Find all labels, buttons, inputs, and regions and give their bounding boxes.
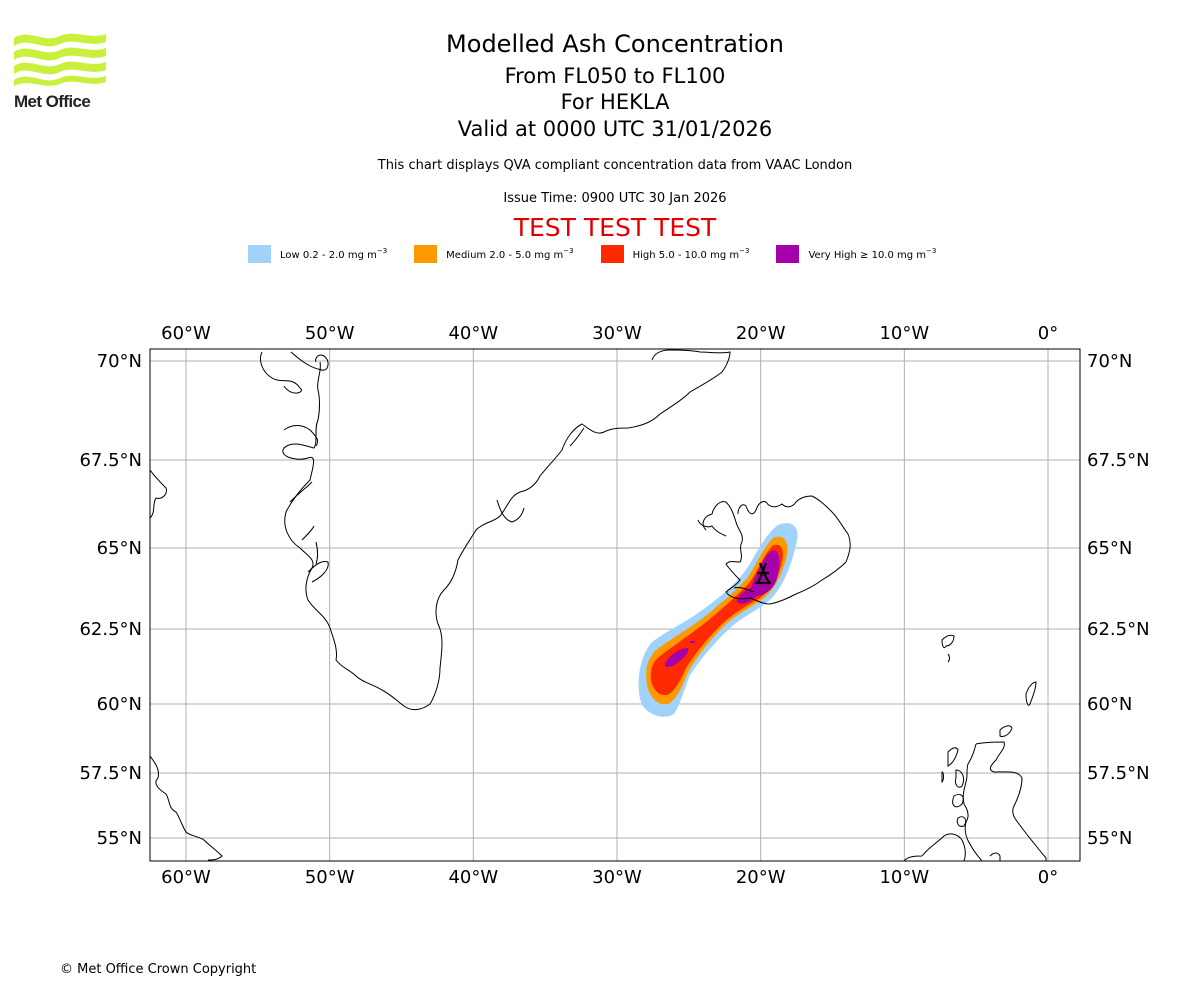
lat-tick-label: 55°N [97,828,142,849]
coastline-scotland [962,741,1047,861]
legend-label-low: Low 0.2 - 2.0 mg m−3 [280,247,388,261]
volcano-name: For HEKLA [560,90,670,114]
ash-high-region [650,544,783,696]
legend-label-very-high: Very High ≥ 10.0 mg m−3 [808,247,937,261]
lat-tick-label: 70°N [1087,351,1132,372]
map-frame [149,348,1081,862]
lat-tick-label: 65°N [1087,538,1132,559]
coastline-iceland-reykjanes [733,587,755,593]
lon-tick-label: 60°W [161,867,211,888]
lon-tick-label: 0° [1038,323,1058,344]
legend-label-high: High 5.0 - 10.0 mg m−3 [632,247,750,261]
lat-tick-label: 62.5°N [79,619,142,640]
lat-tick-label: 67.5°N [79,450,142,471]
coastline-greenland-fjord [307,561,329,583]
lon-tick-label: 50°W [305,867,355,888]
coastline-greenland [259,349,731,711]
coastline-greenland-fjord [289,481,313,503]
axis-tick-labels: 60°W 60°W 50°W 50°W 40°W 40°W 30°W 30°W 20°W 20°W… [79,323,1149,888]
lat-tick-label: 70°N [97,351,142,372]
test-banner: TEST TEST TEST [513,213,717,242]
coastline-orkney [999,725,1013,737]
legend-label-medium: Medium 2.0 - 5.0 mg m−3 [446,247,574,261]
lon-tick-label: 30°W [592,323,642,344]
coastline-iceland [702,495,851,605]
coastline-faroe-islands [941,634,955,663]
lat-tick-label: 60°N [1087,694,1132,715]
lat-tick-label: 62.5°N [1087,619,1150,640]
chart-title: Modelled Ash Concentration [446,30,784,58]
coastline-greenland-fjord [301,525,315,541]
lat-tick-label: 60°N [97,694,142,715]
legend-swatch-medium [414,245,438,263]
graticule [150,349,1080,861]
lat-tick-label: 67.5°N [1087,450,1150,471]
lon-tick-label: 30°W [592,867,642,888]
lat-tick-label: 57.5°N [1087,763,1150,784]
legend-item-very-high: Very High ≥ 10.0 mg m−3 [776,245,936,263]
lat-tick-label: 65°N [97,538,142,559]
legend-swatch-high [600,245,624,263]
legend-swatch-low [248,245,271,263]
coastline-baffin [150,469,167,519]
ash-plume [638,523,798,717]
ash-very-high-region [664,648,689,667]
lat-tick-label: 55°N [1087,828,1132,849]
valid-time: Valid at 0000 UTC 31/01/2026 [457,117,773,141]
coastline-greenland-fjord [315,541,318,565]
ash-very-high-region [690,641,695,643]
volcano-icon [755,562,771,585]
concentration-legend: Low 0.2 - 2.0 mg m−3 Medium 2.0 - 5.0 mg… [248,244,963,264]
chart-description: This chart displays QVA compliant concen… [377,158,853,173]
met-office-wave-logo-icon [14,33,106,86]
flight-level-range: From FL050 to FL100 [504,64,726,88]
lon-tick-label: 10°W [879,867,929,888]
lon-tick-label: 20°W [736,867,786,888]
lon-tick-label: 10°W [879,323,929,344]
coastlines [150,349,1047,861]
coastline-greenland-fjord [283,425,319,447]
lon-tick-label: 50°W [305,323,355,344]
coastline-shetland [1025,681,1037,706]
issue-time: Issue Time: 0900 UTC 30 Jan 2026 [503,191,727,206]
lon-tick-label: 40°W [448,323,498,344]
coastline-greenland-fjord [496,499,525,523]
lon-tick-label: 60°W [161,323,211,344]
coastline-greenland-fjord [569,427,585,447]
met-office-logo-text: Met Office [14,92,91,111]
legend-item-high: High 5.0 - 10.0 mg m−3 [600,245,750,263]
lon-tick-label: 20°W [736,323,786,344]
lon-tick-label: 40°W [448,867,498,888]
lon-tick-label: 0° [1038,867,1058,888]
coastline-iceland-westfjords [697,519,727,537]
coastline-hebrides [941,747,965,788]
legend-swatch-very-high [776,245,800,263]
coastline-labrador [150,755,223,861]
coastline-inner-hebrides [952,793,967,827]
coastline-ireland-fragment [989,852,1001,861]
copyright-notice: © Met Office Crown Copyright [60,962,257,977]
legend-item-medium: Medium 2.0 - 5.0 mg m−3 [414,245,574,263]
coastline-northern-ireland [903,833,966,861]
lat-tick-label: 57.5°N [79,763,142,784]
legend-item-low: Low 0.2 - 2.0 mg m−3 [248,245,387,263]
